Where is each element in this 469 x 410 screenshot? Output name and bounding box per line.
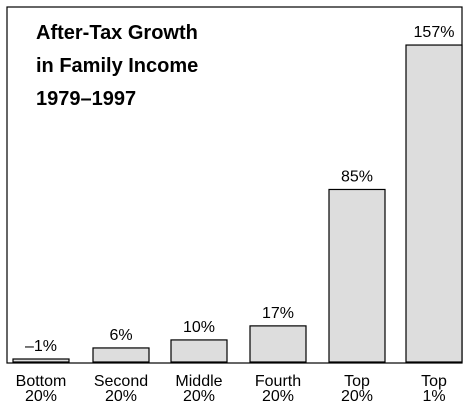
bar-2: [170, 339, 228, 363]
value-label-4: 85%: [341, 168, 373, 185]
value-label-0: –1%: [25, 338, 57, 355]
value-label-3: 17%: [262, 305, 294, 322]
bar-3: [249, 325, 307, 363]
bar-5: [405, 44, 463, 363]
category-label-4-line-1: 20%: [341, 388, 373, 405]
title-line-2: in Family Income: [36, 55, 198, 77]
category-label-1-line-1: 20%: [105, 388, 137, 405]
category-label-5-line-1: 1%: [422, 388, 445, 405]
category-label-1-line-0: Second: [94, 373, 148, 390]
title-line-1: After-Tax Growth: [36, 22, 198, 44]
category-label-3-line-0: Fourth: [255, 373, 301, 390]
category-label-0-line-0: Bottom: [16, 373, 67, 390]
category-label-5-line-0: Top: [421, 373, 447, 390]
category-label-2-line-0: Middle: [175, 373, 222, 390]
bar-1: [92, 347, 150, 363]
value-label-1: 6%: [109, 327, 132, 344]
chart-title: After-Tax Growth in Family Income 1979–1…: [36, 22, 198, 110]
category-label-3-line-1: 20%: [262, 388, 294, 405]
bars-group: [12, 44, 463, 363]
category-label-0-line-1: 20%: [25, 388, 57, 405]
category-label-2-line-1: 20%: [183, 388, 215, 405]
value-labels-group: –1% 6% 10% 17% 85% 157%: [25, 24, 454, 355]
value-label-2: 10%: [183, 319, 215, 336]
category-label-4-line-0: Top: [344, 373, 370, 390]
bar-0: [12, 358, 70, 363]
value-label-5: 157%: [414, 24, 455, 41]
bar-4: [328, 188, 386, 363]
title-line-3: 1979–1997: [36, 88, 136, 110]
category-labels-group: Bottom20%Second20%Middle20%Fourth20%Top2…: [16, 373, 447, 405]
